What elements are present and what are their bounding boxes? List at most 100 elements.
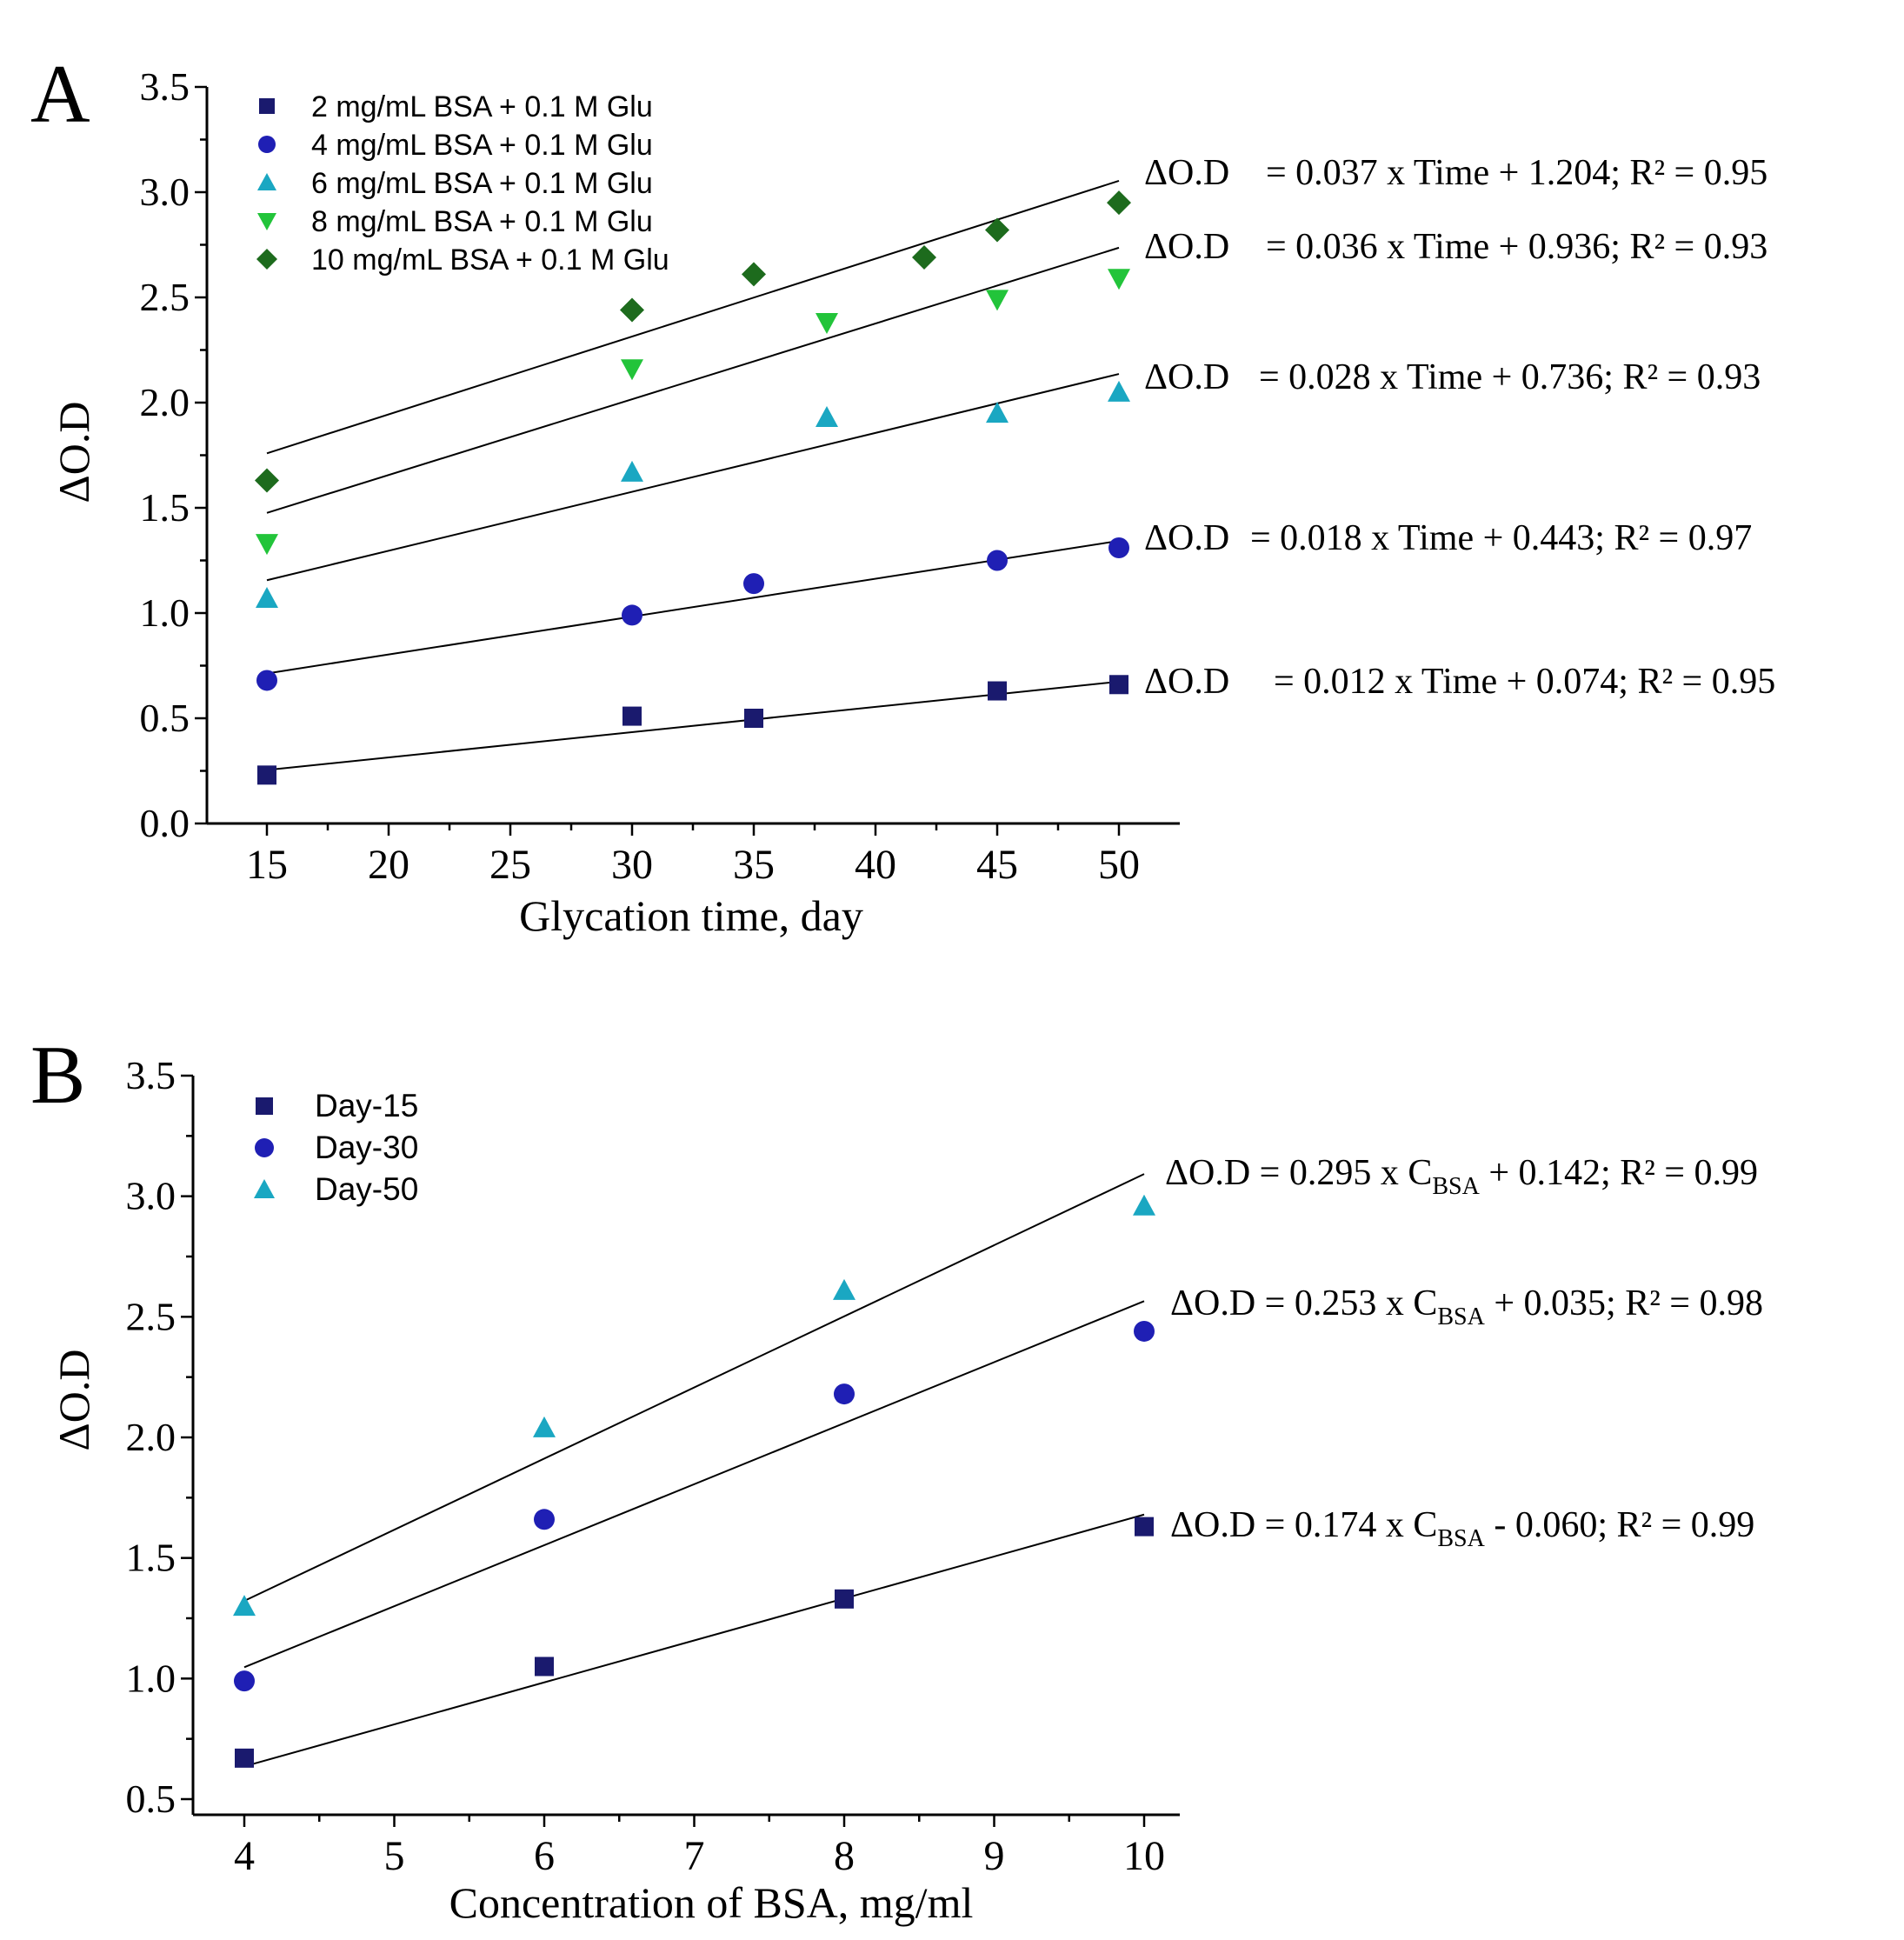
panel-a-letter: A — [30, 48, 90, 140]
data-point — [985, 217, 1009, 243]
x-tick-label: 8 — [834, 1833, 855, 1879]
legend-marker — [256, 1097, 273, 1115]
fit-line — [266, 179, 1120, 455]
fit-equation: = 0.036 x Time + 0.936; R² = 0.93 — [1266, 227, 1768, 267]
fit-equation: = 0.012 x Time + 0.074; R² = 0.95 — [1274, 662, 1775, 702]
data-point — [535, 1657, 554, 1677]
x-tick-label: 20 — [368, 842, 409, 888]
y-tick-label: 0.5 — [126, 1777, 176, 1821]
fit-equation-part: ΔO.D = 0.253 x C — [1170, 1283, 1437, 1323]
x-tick-label: 30 — [611, 842, 653, 888]
fit-line — [266, 373, 1120, 582]
legend-marker — [257, 173, 276, 190]
legend-marker — [258, 136, 276, 153]
x-axis-label: Concentration of BSA, mg/ml — [449, 1878, 974, 1927]
legend-label: 8 mg/mL BSA + 0.1 M Glu — [311, 205, 653, 238]
legend-marker — [257, 213, 276, 230]
fit-equation: = 0.028 x Time + 0.736; R² = 0.93 — [1259, 357, 1761, 397]
fit-equation: = 0.037 x Time + 1.204; R² = 0.95 — [1266, 153, 1768, 193]
panel-b-chart: 0.5 1.0 1.5 2.0 2.5 3.0 3.5 4 5 6 7 8 9 10 Concentrati… — [50, 1053, 1763, 1927]
legend-marker — [256, 249, 277, 270]
y-axis-label: ΔO.D — [50, 402, 98, 503]
data-point — [1107, 190, 1131, 216]
x-tick-label: 5 — [384, 1833, 405, 1879]
data-point — [986, 290, 1009, 311]
data-point — [742, 262, 766, 287]
data-point — [1133, 1194, 1155, 1216]
data-point — [257, 765, 276, 785]
x-tick-label: 45 — [976, 842, 1018, 888]
fit-line — [243, 1513, 1145, 1768]
fit-equation-lhs: ΔO.D — [1144, 518, 1229, 558]
legend-label: Day-15 — [315, 1088, 418, 1123]
data-point — [988, 681, 1007, 701]
fit-equation-lhs: ΔO.D — [1144, 153, 1229, 193]
y-tick-label: 2.5 — [126, 1294, 176, 1338]
x-tick-label: 10 — [1123, 1833, 1165, 1879]
x-tick-label: 4 — [234, 1833, 255, 1879]
y-tick-label: 2.0 — [126, 1415, 176, 1459]
data-point — [1109, 675, 1128, 695]
fit-equation: = 0.018 x Time + 0.443; R² = 0.97 — [1250, 518, 1752, 558]
y-tick-label: 0.5 — [140, 696, 190, 740]
data-point — [622, 706, 642, 726]
data-point — [912, 245, 936, 270]
data-point — [256, 670, 277, 691]
data-point — [816, 313, 838, 335]
y-axis-label: ΔO.D — [50, 1350, 98, 1451]
x-tick-label: 25 — [489, 842, 531, 888]
panel-b-letter: B — [30, 1029, 85, 1121]
y-tick-label: 3.5 — [140, 64, 190, 109]
y-tick-label: 0.0 — [140, 801, 190, 845]
fit-equation-lhs: ΔO.D — [1144, 227, 1229, 267]
x-tick-label: 15 — [246, 842, 288, 888]
data-point — [744, 709, 763, 728]
data-point — [256, 587, 278, 609]
y-tick-label: 1.0 — [140, 590, 190, 635]
x-tick-label: 35 — [733, 842, 775, 888]
data-point — [1134, 1320, 1155, 1342]
x-tick-label: 9 — [984, 1833, 1005, 1879]
fit-line — [243, 1173, 1145, 1602]
legend-marker — [259, 98, 275, 114]
fit-equation-subscript: BSA — [1437, 1303, 1485, 1330]
y-tick-label: 1.0 — [126, 1656, 176, 1700]
legend-label: 10 mg/mL BSA + 0.1 M Glu — [311, 243, 669, 277]
x-axis-label: Glycation time, day — [519, 891, 863, 940]
fit-equation-part: ΔO.D = 0.295 x C — [1165, 1153, 1432, 1193]
panel-a-chart: 0.0 0.5 1.0 1.5 2.0 2.5 3.0 3.5 15 20 25 30 35 40 45 50… — [50, 64, 1775, 940]
data-point — [987, 550, 1008, 571]
data-point — [1108, 380, 1130, 402]
y-tick-label: 3.0 — [126, 1174, 176, 1218]
fit-equation-lhs: ΔO.D — [1144, 357, 1229, 397]
fit-line — [266, 540, 1120, 675]
data-point — [743, 573, 764, 595]
fit-equation-subscript: BSA — [1432, 1173, 1480, 1200]
data-point — [233, 1595, 256, 1617]
x-tick-label: 7 — [684, 1833, 705, 1879]
data-point — [235, 1748, 254, 1768]
data-point — [534, 1509, 555, 1530]
legend-label: 2 mg/mL BSA + 0.1 M Glu — [311, 90, 653, 123]
fit-line — [266, 246, 1120, 514]
data-point — [835, 1589, 854, 1609]
legend-marker — [254, 1179, 275, 1198]
data-point — [234, 1670, 255, 1692]
fit-equation-subscript: BSA — [1437, 1525, 1485, 1552]
y-tick-label: 3.0 — [140, 170, 190, 214]
x-tick-label: 50 — [1098, 842, 1140, 888]
fit-equation: ΔO.D = 0.253 x CBSA + 0.035; R² = 0.98 — [1170, 1283, 1763, 1330]
legend-label: Day-50 — [315, 1171, 418, 1207]
data-point — [621, 359, 643, 381]
legend-label: 4 mg/mL BSA + 0.1 M Glu — [311, 129, 653, 162]
fit-equation-lhs: ΔO.D — [1144, 662, 1229, 702]
data-point — [1108, 269, 1130, 290]
legend-label: Day-30 — [315, 1130, 418, 1165]
y-tick-label: 3.5 — [126, 1053, 176, 1097]
data-point — [256, 534, 278, 556]
y-tick-label: 2.5 — [140, 275, 190, 319]
legend-label: 6 mg/mL BSA + 0.1 M Glu — [311, 167, 653, 200]
data-point — [816, 405, 838, 427]
data-point — [533, 1416, 556, 1437]
